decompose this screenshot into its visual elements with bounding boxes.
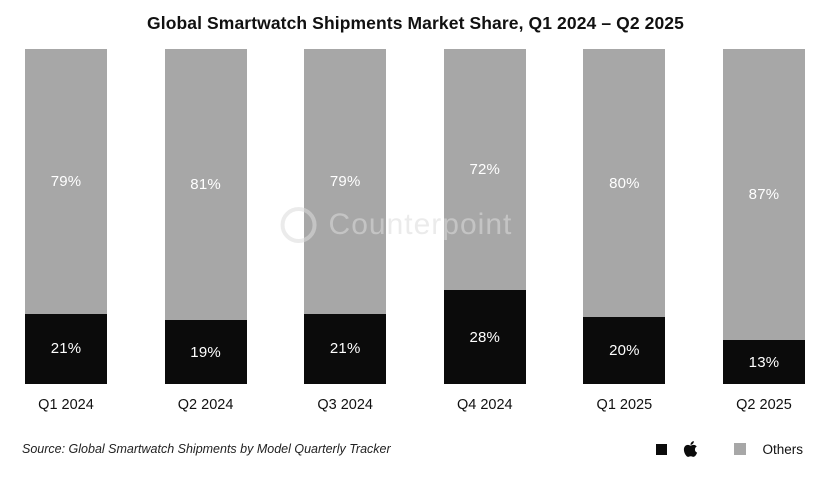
bar-column: 79% 21% Q3 2024 xyxy=(304,49,387,413)
apple-segment: 21% xyxy=(25,313,107,384)
stacked-bar: 79% 21% xyxy=(304,49,387,384)
legend: Others xyxy=(656,440,803,458)
others-segment: 87% xyxy=(722,49,805,341)
others-segment: 80% xyxy=(583,49,666,317)
category-label: Q2 2025 xyxy=(736,397,792,413)
apple-logo-icon xyxy=(684,441,698,457)
others-segment: 81% xyxy=(164,49,247,321)
bar-column: 79% 21% Q1 2024 xyxy=(25,49,107,413)
category-label: Q1 2025 xyxy=(596,397,653,413)
others-segment: 79% xyxy=(25,49,107,314)
category-label: Q3 2024 xyxy=(317,397,373,413)
others-legend-swatch xyxy=(734,443,747,455)
source-note: Source: Global Smartwatch Shipments by M… xyxy=(22,442,391,456)
apple-segment: 28% xyxy=(443,290,526,384)
bar-column: 72% 28% Q4 2024 xyxy=(443,49,526,413)
apple-segment: 20% xyxy=(583,317,666,384)
category-label: Q1 2024 xyxy=(38,397,94,413)
category-label: Q4 2024 xyxy=(456,397,513,413)
others-segment: 79% xyxy=(304,49,387,314)
bar-column: 81% 19% Q2 2024 xyxy=(164,49,247,413)
stacked-bar: 79% 21% xyxy=(25,49,107,384)
chart-title: Global Smartwatch Shipments Market Share… xyxy=(147,13,684,33)
stacked-bar: 72% 28% xyxy=(443,49,526,384)
others-segment: 72% xyxy=(443,49,526,291)
bar-column: 80% 20% Q1 2025 xyxy=(583,49,666,413)
stacked-bar: 80% 20% xyxy=(583,49,666,384)
bar-column: 87% 13% Q2 2025 xyxy=(722,49,805,413)
apple-segment: 13% xyxy=(722,340,805,384)
apple-segment: 19% xyxy=(164,320,247,384)
others-legend-label: Others xyxy=(762,441,803,457)
bars: 79% 21% Q1 2024 81% 19% Q2 2024 79% 21% Q3 2024 7… xyxy=(25,49,805,413)
category-label: Q2 2024 xyxy=(177,397,234,413)
apple-segment: 21% xyxy=(304,313,387,384)
chart-area: 79% 21% Q1 2024 81% 19% Q2 2024 79% 21% Q3 2024 7… xyxy=(25,49,805,413)
stacked-bar: 87% 13% xyxy=(722,49,805,384)
footer: Source: Global Smartwatch Shipments by M… xyxy=(0,440,831,458)
stacked-bar: 81% 19% xyxy=(164,49,247,384)
apple-legend-swatch xyxy=(656,443,668,455)
